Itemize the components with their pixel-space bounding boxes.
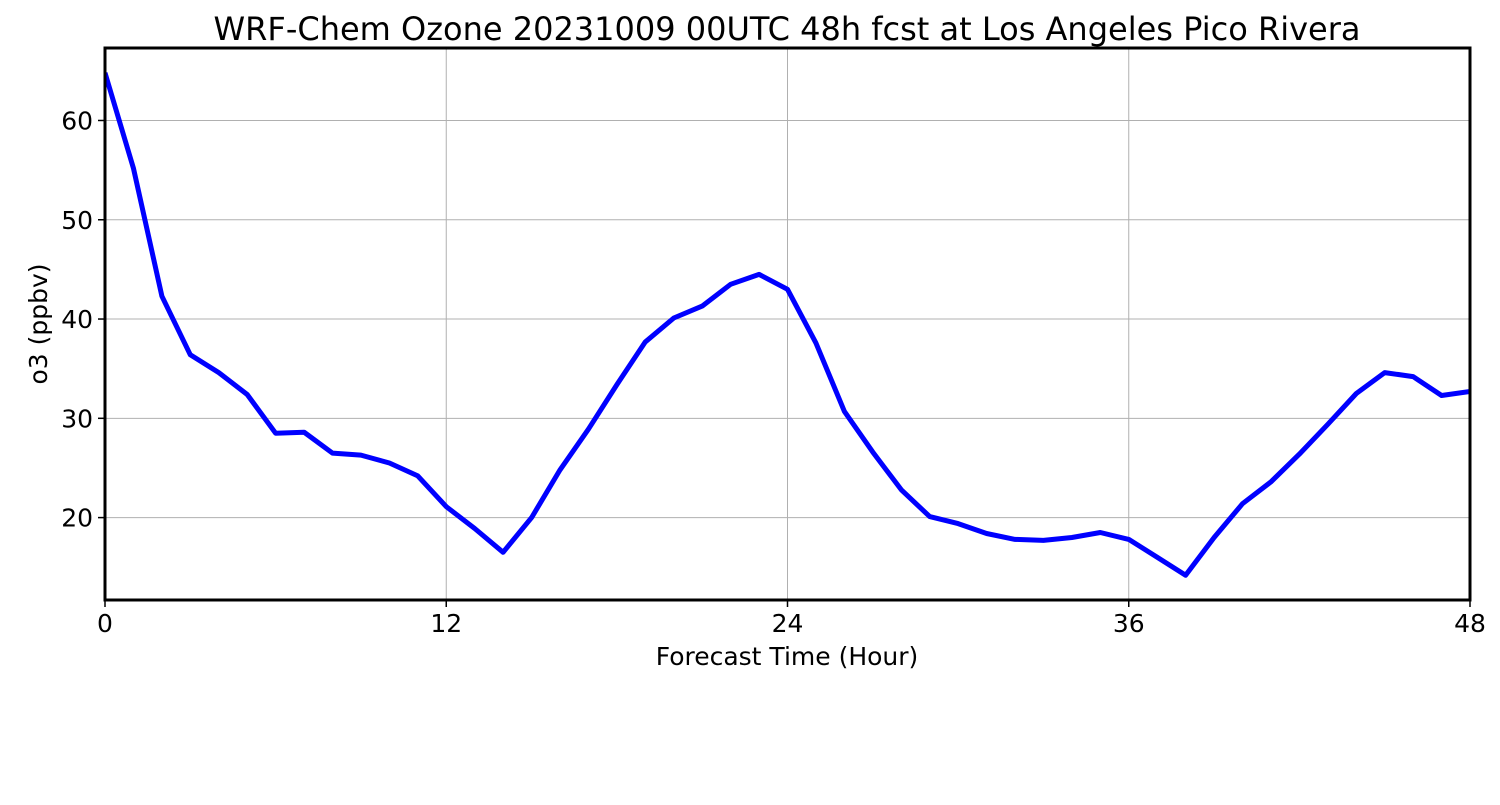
y-tick-label-0: 20 (61, 504, 93, 533)
gridlines (104, 48, 1471, 600)
x-tick-label-4: 48 (1454, 609, 1486, 638)
x-axis-label: Forecast Time (Hour) (656, 642, 919, 671)
x-tick-label-0: 0 (97, 609, 113, 638)
series-line-0 (105, 72, 1470, 578)
y-tick-label-3: 50 (61, 206, 93, 235)
series-layer (105, 72, 1470, 578)
x-tick-label-2: 24 (772, 609, 804, 638)
y-axis-ticks: 20 30 40 50 60 (61, 106, 105, 533)
y-axis-label: o3 (ppbv) (24, 263, 53, 384)
chart-title: WRF-Chem Ozone 20231009 00UTC 48h fcst a… (214, 10, 1361, 48)
y-tick-label-2: 40 (61, 305, 93, 334)
x-tick-label-3: 36 (1113, 609, 1145, 638)
x-axis-ticks: 0 12 24 36 48 (97, 600, 1486, 638)
x-tick-label-1: 12 (430, 609, 462, 638)
y-tick-label-1: 30 (61, 404, 93, 433)
y-tick-label-4: 60 (61, 106, 93, 135)
